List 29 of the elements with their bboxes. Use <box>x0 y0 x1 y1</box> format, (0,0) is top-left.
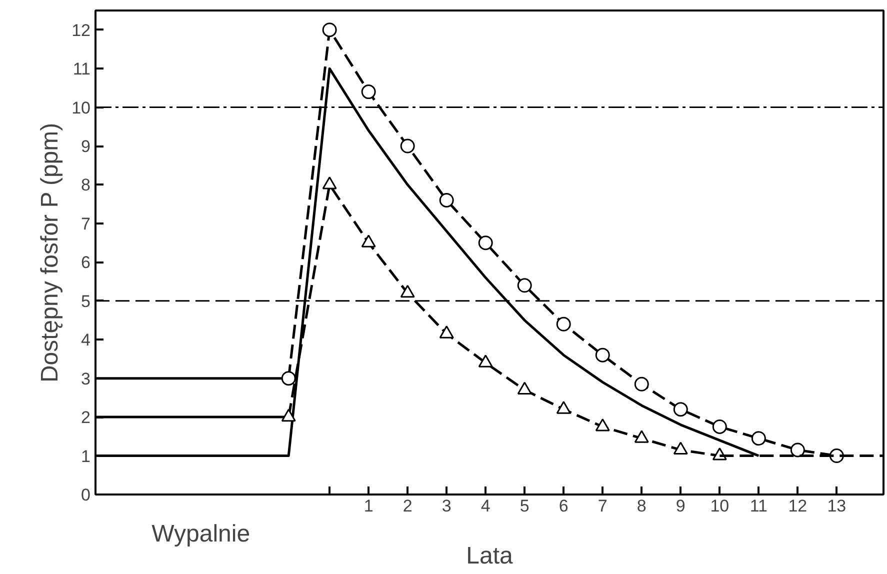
y-tick-label: 4 <box>81 330 91 350</box>
x-tick-label: 10 <box>710 496 730 516</box>
x-tick-label: 4 <box>480 496 490 516</box>
x-axis-title: Lata <box>466 542 514 570</box>
y-axis-title: Dostępny fosfor P (ppm) <box>36 122 64 383</box>
x-tick-label: 5 <box>520 496 530 516</box>
y-tick-label: 7 <box>81 214 91 234</box>
text: Wypalnie <box>152 520 250 548</box>
x-tick-label: 8 <box>636 496 646 516</box>
y-tick-label: 11 <box>72 60 91 79</box>
y-tick-label: 2 <box>81 408 91 428</box>
y-tick-label: 3 <box>81 369 91 388</box>
y-tick-label: 6 <box>81 253 91 272</box>
x-tick-label: 11 <box>750 496 768 516</box>
y-tick-label: 12 <box>72 20 91 40</box>
x-tick-label: 12 <box>788 496 808 516</box>
x-tick-label: 3 <box>442 496 452 516</box>
x-tick-label: 2 <box>402 496 412 516</box>
y-tick-label: 5 <box>81 292 91 311</box>
x-tick-label: 7 <box>598 496 608 516</box>
x-tick-label: 13 <box>827 496 846 516</box>
x-tick-label: 1 <box>364 496 374 516</box>
x-tick-label: 6 <box>558 496 568 516</box>
y-tick-label: 10 <box>72 98 91 118</box>
y-tick-label: 0 <box>81 486 91 504</box>
y-tick-label: 1 <box>81 446 91 466</box>
x-tick-label: 9 <box>676 496 686 516</box>
y-tick-label: 9 <box>81 137 91 156</box>
y-tick-label: 8 <box>81 176 91 195</box>
